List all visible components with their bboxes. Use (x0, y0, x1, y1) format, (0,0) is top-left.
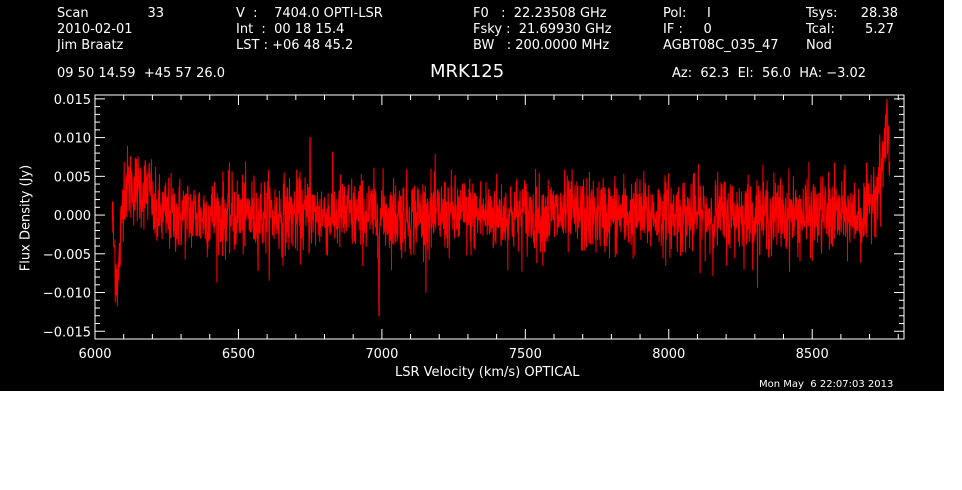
spectrum-trace (111, 98, 891, 317)
scan-label: Scan (57, 6, 89, 21)
plot-timestamp: Mon May 6 22:07:03 2013 (759, 379, 894, 390)
polarization: Pol: I (663, 6, 711, 21)
x-tick-label: 8000 (652, 347, 685, 362)
x-axis-label: LSR Velocity (km/s) OPTICAL (395, 365, 580, 380)
observing-mode: Nod (806, 38, 832, 53)
project-id: AGBT08C_035_47 (663, 38, 779, 53)
lst-readout: LST : +06 48 45.2 (236, 38, 354, 53)
x-tick-label: 8500 (796, 347, 829, 362)
x-tick-label: 6000 (78, 347, 111, 362)
plot-panel: Scan 33 2010-02-01 Jim Braatz 09 50 14.5… (0, 0, 944, 391)
y-tick-label: −0.005 (43, 248, 91, 263)
y-tick-label: 0.005 (54, 170, 91, 185)
sky-frequency: Fsky : 21.69930 GHz (473, 22, 612, 37)
tcal-value: 5.27 (865, 22, 894, 37)
integration-time: Int : 00 18 15.4 (236, 22, 345, 37)
az-el-ha: Az: 62.3 El: 56.0 HA: −3.02 (672, 66, 867, 81)
ra-dec-coordinates: 09 50 14.59 +45 57 26.0 (57, 66, 226, 81)
if-number: IF : 0 (663, 22, 712, 37)
tsys-value: 28.38 (860, 6, 898, 21)
tsys-label: Tsys: (806, 6, 838, 21)
x-tick-label: 7500 (509, 347, 542, 362)
scan-number: 33 (147, 6, 164, 21)
y-tick-label: −0.015 (43, 325, 91, 340)
velocity-readout: V : 7404.0 OPTI-LSR (236, 6, 383, 21)
observation-date: 2010-02-01 (57, 22, 133, 37)
y-tick-label: −0.010 (43, 287, 91, 302)
tcal-label: Tcal: (806, 22, 835, 37)
x-tick-label: 7000 (365, 347, 398, 362)
plot-frame (94, 94, 905, 340)
x-tick-label: 6500 (222, 347, 255, 362)
observer-name: Jim Braatz (57, 38, 124, 53)
y-tick-label: 0.010 (54, 132, 91, 147)
rest-frequency: F0 : 22.23508 GHz (473, 6, 607, 21)
flux-spectrum-chart: 6000 6500 7000 7500 8000 8500 −0.015 −0.010 −0.0… (43, 93, 905, 362)
y-axis-label: Flux Density (Jy) (18, 164, 34, 272)
y-tick-label: 0.000 (54, 209, 91, 224)
bandwidth: BW : 200.0000 MHz (473, 38, 610, 53)
source-name: MRK125 (430, 61, 505, 82)
y-tick-label: 0.015 (54, 93, 91, 108)
